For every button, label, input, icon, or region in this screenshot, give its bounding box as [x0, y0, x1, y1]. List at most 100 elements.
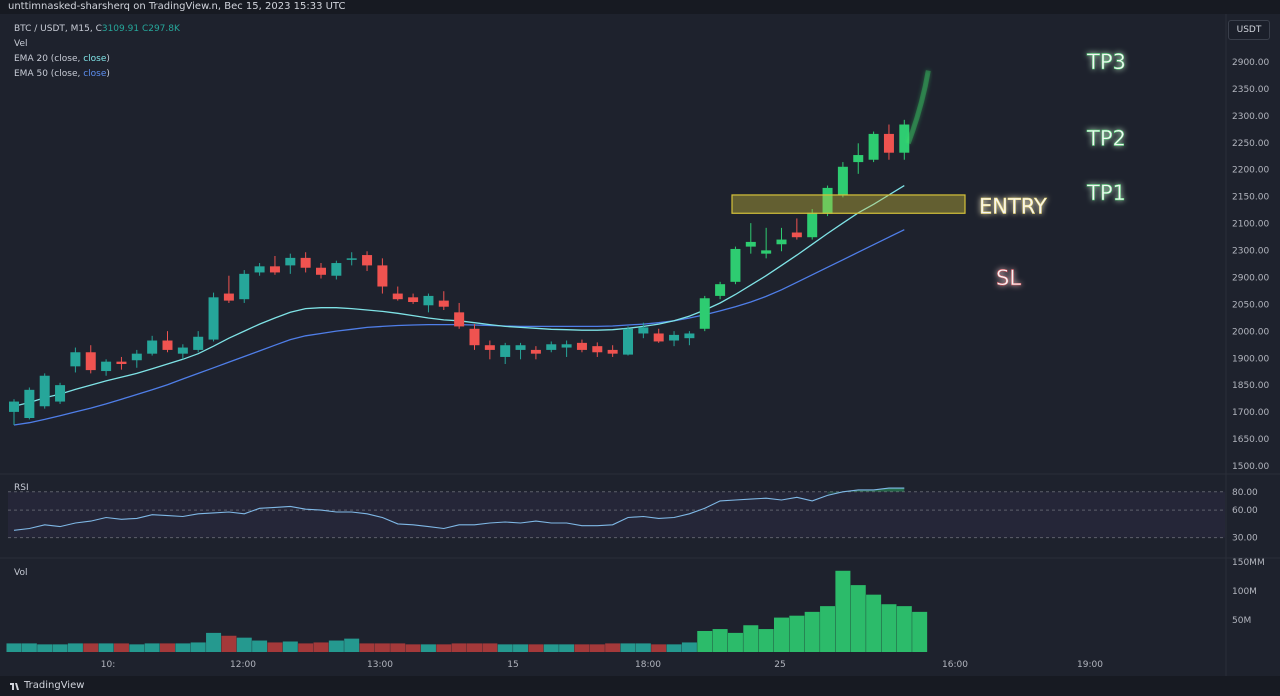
footer-bar: TradingView	[0, 676, 1280, 696]
candle-body	[55, 385, 66, 402]
chart-canvas[interactable]: TP3 TP2 TP1 ENTRY SL 80.00 60.00 30.00 RSI Vol 1…	[0, 0, 1280, 676]
price-tick-label: 1700.00	[1232, 408, 1269, 418]
entry-label: ENTRY	[979, 194, 1047, 218]
bull-candle	[807, 209, 818, 240]
candle-body	[147, 340, 158, 354]
candle-body	[177, 347, 188, 354]
price-tick-label: 1500.00	[1232, 462, 1269, 472]
volume-bar	[436, 644, 452, 652]
volume-bar	[789, 615, 805, 652]
bull-candle	[684, 331, 695, 346]
bull-candle	[761, 227, 772, 259]
candle-body	[438, 300, 449, 307]
candle-body	[561, 344, 572, 348]
time-tick-label: 12:00	[230, 660, 256, 670]
candle-body	[607, 349, 618, 354]
volume-bar	[912, 611, 928, 652]
price-tick-label: 2300.00	[1232, 112, 1269, 122]
candle-body	[254, 266, 265, 273]
volume-bar	[359, 643, 375, 652]
legend-ema20-source: close	[83, 54, 107, 64]
bear-candle	[392, 286, 403, 301]
candle-body	[745, 241, 756, 247]
sl-label: SL	[996, 266, 1021, 290]
volume-bar	[620, 643, 636, 652]
volume-bar	[758, 629, 774, 652]
volume-bar	[866, 594, 882, 652]
volume-bar	[328, 640, 344, 652]
candle-body	[546, 344, 557, 350]
candle-body	[70, 352, 81, 367]
time-tick-label: 18:00	[635, 660, 661, 670]
legend-ema50-source: close	[83, 69, 107, 79]
currency-button[interactable]: USDT	[1228, 20, 1270, 40]
time-tick-label: 19:00	[1077, 660, 1103, 670]
volume-bar	[743, 625, 759, 652]
candle-body	[362, 255, 373, 266]
volume-bar	[282, 641, 298, 652]
volume-pane-label: Vol	[14, 568, 27, 578]
bear-candle	[223, 275, 234, 303]
bear-candle	[592, 342, 603, 357]
bull-candle	[131, 349, 142, 368]
candle-body	[807, 212, 818, 238]
bull-candle	[193, 331, 204, 353]
candle-body	[223, 293, 234, 301]
candle-body	[423, 295, 434, 306]
price-tick-label: 1650.00	[1232, 435, 1269, 445]
volume-tick-label: 150MM	[1232, 558, 1265, 568]
tp2-label: TP2	[1086, 127, 1126, 151]
volume-bar	[175, 643, 191, 652]
volume-bar	[681, 642, 697, 652]
volume-bar	[252, 640, 268, 652]
volume-bar	[236, 637, 252, 652]
legend-ema20-row: EMA 20 (close, close)	[14, 52, 180, 67]
legend-ema50-close: )	[106, 69, 110, 79]
candle-body	[9, 401, 19, 412]
rsi-tick-label: 30.00	[1232, 534, 1258, 544]
candle-body	[853, 155, 864, 163]
candle-body	[868, 133, 879, 160]
candle-body	[699, 298, 710, 329]
candle-body	[24, 389, 35, 418]
volume-bar	[543, 644, 559, 652]
price-tick-label: 2350.00	[1232, 85, 1269, 95]
volume-bar	[820, 606, 836, 652]
volume-bar	[221, 635, 237, 652]
volume-tick-label: 100M	[1232, 587, 1257, 597]
bear-candle	[653, 328, 664, 343]
time-tick-label: 16:00	[942, 660, 968, 670]
bull-candle	[423, 293, 434, 313]
candle-body	[269, 266, 280, 273]
candle-body	[408, 297, 419, 303]
bull-candle	[730, 246, 741, 285]
bear-candle	[530, 346, 541, 360]
volume-bar	[390, 643, 406, 652]
bull-candle	[515, 342, 526, 360]
volume-bar	[574, 644, 590, 652]
entry-zone	[731, 194, 966, 214]
bull-candle	[500, 342, 511, 364]
bear-candle	[454, 302, 465, 329]
rsi-band	[8, 491, 1225, 538]
volume-bar	[144, 643, 160, 652]
volume-bar	[804, 611, 820, 652]
candle-body	[162, 340, 173, 350]
bear-candle	[484, 340, 495, 360]
bull-candle	[868, 131, 879, 163]
candle-body	[822, 187, 833, 214]
bull-candle	[285, 253, 296, 274]
volume-bar	[835, 570, 851, 652]
price-tick-label: 2100.00	[1232, 220, 1269, 230]
candle-body	[484, 345, 495, 350]
bull-candle	[561, 340, 572, 357]
bull-candle	[776, 227, 787, 252]
bull-candle	[331, 260, 342, 280]
legend-symbol-row: BTC / USDT, M15, C3109.91 C297.8K	[14, 22, 180, 37]
candle-body	[791, 232, 802, 238]
bear-candle	[269, 256, 280, 275]
volume-bar	[129, 644, 145, 652]
footer-brand[interactable]: TradingView	[24, 680, 85, 691]
volume-bar	[98, 643, 114, 652]
time-tick-label: 25	[774, 660, 785, 670]
